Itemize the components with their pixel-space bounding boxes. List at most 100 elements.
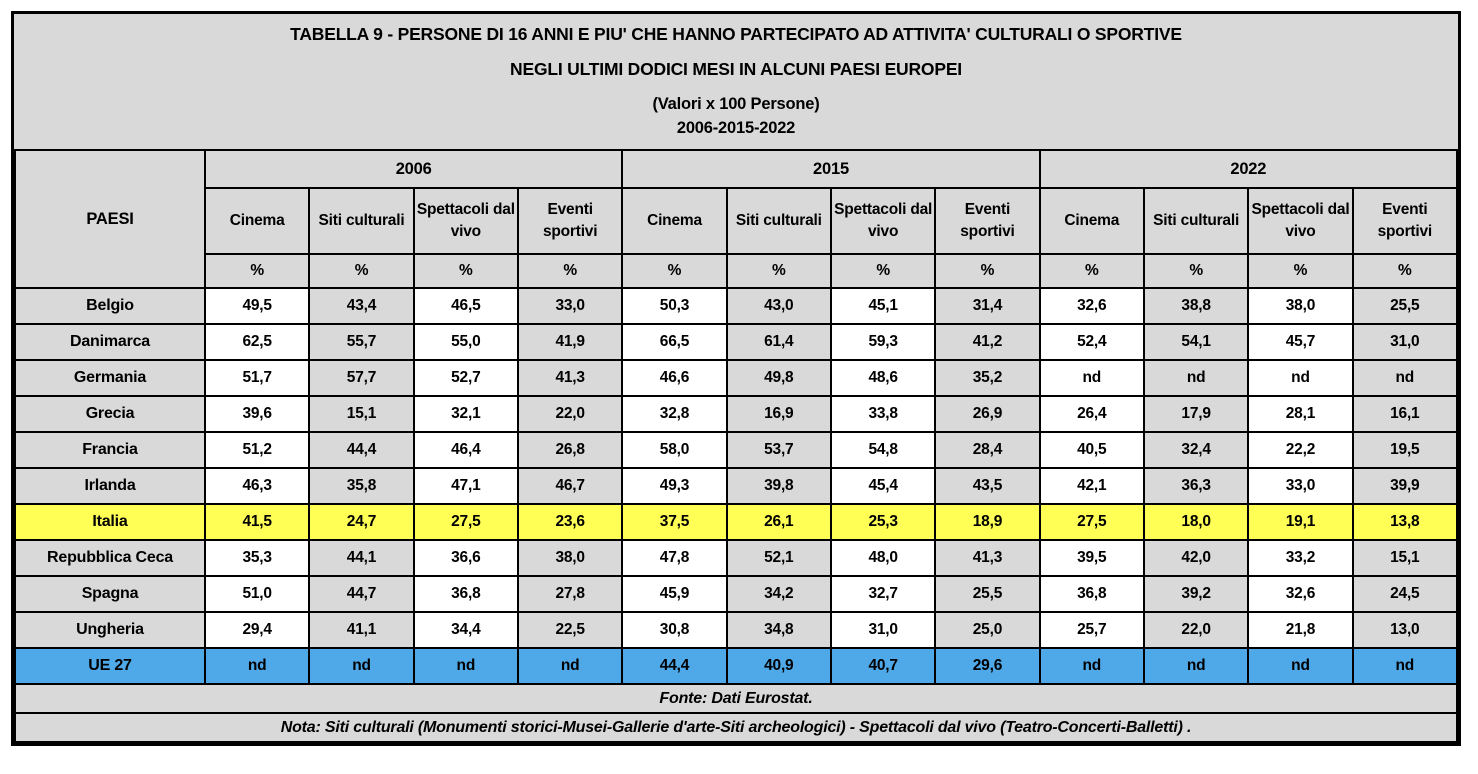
table-title-line-1: TABELLA 9 - PERSONE DI 16 ANNI E PIU' CH… (290, 24, 1182, 44)
value-cell: 49,5 (203, 287, 311, 325)
value-cell: 23,6 (516, 503, 624, 541)
value-cell: 31,0 (829, 611, 937, 649)
value-cell: 13,8 (1351, 503, 1459, 541)
unit-cell: % (1038, 253, 1145, 289)
country-cell: Danimarca (14, 323, 206, 361)
value-cell: 26,4 (1038, 395, 1145, 433)
value-cell: 58,0 (621, 431, 728, 469)
value-cell: 15,1 (1351, 539, 1459, 577)
value-cell: 39,9 (1351, 467, 1459, 505)
country-cell: Grecia (14, 395, 206, 433)
country-cell: UE 27 (14, 647, 206, 685)
value-cell: 66,5 (621, 323, 728, 361)
value-cell: 32,4 (1142, 431, 1250, 469)
data-table: PAESI 2006 2015 2022 Cinema Siti cultura… (14, 149, 1459, 743)
category-header-eventi-sportivi: Eventi sportivi (516, 187, 624, 255)
table-row: Repubblica Ceca 35,3 44,1 36,6 38,0 47,8 52,1 4… (14, 539, 1459, 577)
value-cell: 37,5 (621, 503, 728, 541)
value-cell: 53,7 (725, 431, 832, 469)
value-cell: nd (308, 647, 415, 685)
table-body: Belgio 49,5 43,4 46,5 33,0 50,3 43,0 45,1 31,4 32… (14, 287, 1459, 685)
nota-row: Nota: Siti culturali (Monumenti storici-… (14, 712, 1458, 743)
country-cell: Repubblica Ceca (14, 539, 206, 577)
table-title: TABELLA 9 - PERSONE DI 16 ANNI E PIU' CH… (14, 14, 1458, 149)
year-header-row: PAESI 2006 2015 2022 (14, 149, 1459, 289)
value-cell: 35,8 (308, 467, 415, 505)
value-cell: 28,1 (1247, 395, 1354, 433)
value-cell: nd (1038, 647, 1145, 685)
value-cell: 48,6 (829, 359, 937, 397)
value-cell: 18,0 (1142, 503, 1250, 541)
value-cell: 32,8 (621, 395, 728, 433)
country-cell: Spagna (14, 575, 206, 613)
value-cell: 17,9 (1142, 395, 1250, 433)
value-cell: 24,5 (1351, 575, 1459, 613)
value-cell: 43,5 (934, 467, 1041, 505)
table-footnotes: Fonte: Dati Eurostat. Nota: Siti cultura… (14, 683, 1458, 743)
value-cell: 33,2 (1247, 539, 1354, 577)
category-header-row: Cinema Siti culturali Spettacoli dal viv… (15, 187, 1459, 255)
value-cell: 45,4 (829, 467, 937, 505)
value-cell: 32,7 (829, 575, 937, 613)
country-cell: Francia (14, 431, 206, 469)
value-cell: 36,8 (412, 575, 519, 613)
value-cell: nd (1247, 359, 1354, 397)
unit-header-row: % % % % % % % % % % % % (15, 253, 1459, 289)
category-header-eventi-sportivi: Eventi sportivi (1351, 187, 1459, 255)
value-cell: 22,0 (516, 395, 624, 433)
value-cell: 33,8 (829, 395, 937, 433)
value-cell: 26,9 (934, 395, 1041, 433)
value-cell: 41,3 (516, 359, 624, 397)
value-cell: 35,2 (934, 359, 1041, 397)
value-cell: 52,7 (412, 359, 519, 397)
value-cell: 32,1 (412, 395, 519, 433)
value-cell: 36,8 (1038, 575, 1145, 613)
category-header-siti-culturali: Siti culturali (1142, 187, 1250, 255)
value-cell: 27,5 (1038, 503, 1145, 541)
value-cell: 28,4 (934, 431, 1041, 469)
country-cell: Irlanda (14, 467, 206, 505)
paesi-column-header: PAESI (14, 149, 206, 289)
value-cell: 30,8 (621, 611, 728, 649)
category-header-cinema: Cinema (203, 187, 311, 255)
value-cell: 41,9 (516, 323, 624, 361)
value-cell: 46,5 (412, 287, 519, 325)
value-cell: 39,2 (1142, 575, 1250, 613)
year-header-2022: 2022 (1038, 149, 1459, 189)
category-header-spettacoli: Spettacoli dal vivo (412, 187, 519, 255)
value-cell: 54,1 (1142, 323, 1250, 361)
table-title-line-3: (Valori x 100 Persone) (652, 95, 820, 113)
value-cell: 44,4 (308, 431, 415, 469)
value-cell: 19,1 (1247, 503, 1354, 541)
unit-cell: % (1142, 253, 1250, 289)
value-cell: 49,8 (725, 359, 832, 397)
value-cell: 45,7 (1247, 323, 1354, 361)
value-cell: 19,5 (1351, 431, 1459, 469)
value-cell: 39,6 (203, 395, 311, 433)
value-cell: 51,7 (203, 359, 311, 397)
value-cell: 51,0 (203, 575, 311, 613)
value-cell: 32,6 (1247, 575, 1354, 613)
table-row: Belgio 49,5 43,4 46,5 33,0 50,3 43,0 45,1 31,4 32… (14, 287, 1459, 325)
table-row: Grecia 39,6 15,1 32,1 22,0 32,8 16,9 33,8 26,9 26… (14, 395, 1459, 433)
country-cell: Ungheria (14, 611, 206, 649)
value-cell: 46,3 (203, 467, 311, 505)
value-cell: 41,5 (203, 503, 311, 541)
value-cell: 33,0 (516, 287, 624, 325)
value-cell: 34,8 (725, 611, 832, 649)
value-cell: 50,3 (621, 287, 728, 325)
value-cell: 45,1 (829, 287, 937, 325)
value-cell: 31,0 (1351, 323, 1459, 361)
value-cell: 27,5 (412, 503, 519, 541)
value-cell: 18,9 (934, 503, 1041, 541)
category-header-cinema: Cinema (621, 187, 728, 255)
value-cell: 16,1 (1351, 395, 1459, 433)
value-cell: 38,0 (1247, 287, 1354, 325)
value-cell: 42,1 (1038, 467, 1145, 505)
value-cell: 29,6 (934, 647, 1041, 685)
value-cell: 43,0 (725, 287, 832, 325)
value-cell: 47,8 (621, 539, 728, 577)
value-cell: 55,7 (308, 323, 415, 361)
value-cell: 45,9 (621, 575, 728, 613)
